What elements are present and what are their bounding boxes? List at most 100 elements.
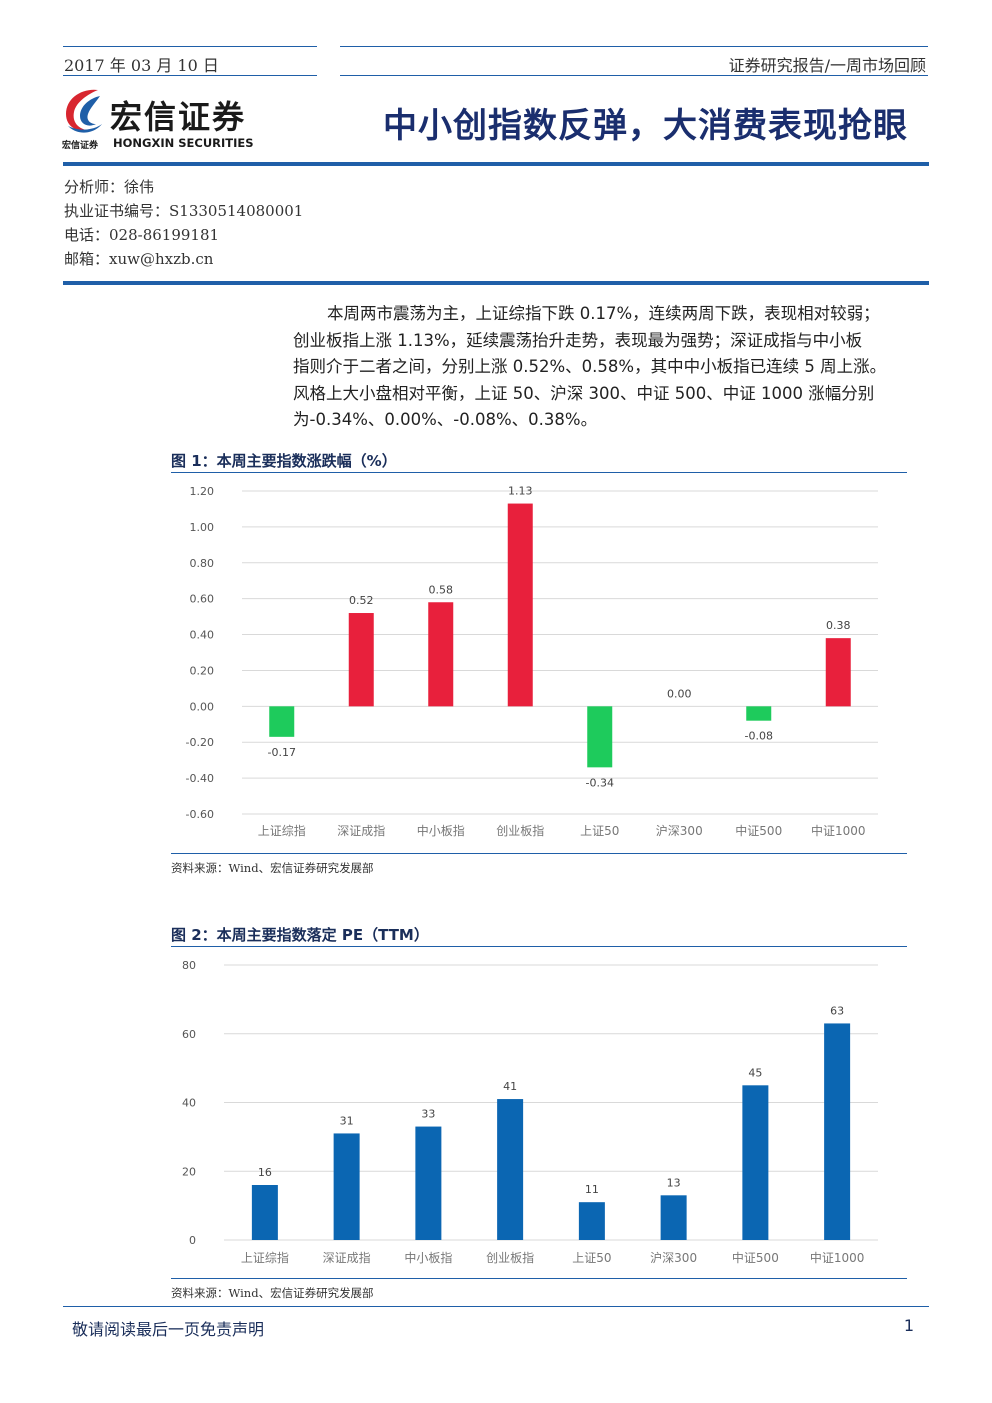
category-label: 中证500 [735,823,782,838]
data-label: 0.00 [667,687,692,700]
category-label: 沪深300 [650,1251,697,1265]
figure2-chart: 80 60 40 20 0 16 上证综指 31 深证成指 33 中小板指 41 创业板指 11 上证50 1… [182,959,878,1265]
category-label: 中证1000 [811,823,866,838]
header-rule-left-bottom [63,75,317,76]
report-type: 证券研究报告/一周市场回顾 [728,56,926,75]
figure1-title: 图 1：本周主要指数涨跌幅（%） [171,452,397,470]
figure1-source: 资料来源：Wind、宏信证券研究发展部 [171,861,374,875]
category-label: 创业板指 [486,1250,534,1265]
bar [824,1023,851,1240]
header-rule-left [63,46,317,47]
bar [251,1185,278,1240]
header-rule-right [340,46,928,47]
analyst-email: 邮箱：xuw@hxzb.cn [64,250,214,268]
data-label: 0.38 [826,619,851,632]
footer-rule [63,1306,929,1307]
y-tick-label: 0.20 [190,664,215,677]
data-label: 31 [340,1114,354,1127]
y-tick-label: -0.60 [186,808,214,821]
summary-line: 指则介于二者之间，分别上涨 0.52%、0.58%，其中中小板指已连续 5 周上… [293,357,887,376]
bar [269,706,295,737]
report-title: 中小创指数反弹，大消费表现抢眼 [383,106,908,146]
y-tick-label: 1.20 [190,485,215,498]
figure1-chart: 1.20 1.00 0.80 0.60 0.40 0.20 0.00 -0.20 -0.40 -0… [186,485,878,838]
data-label: 16 [258,1166,272,1179]
data-label: 0.58 [429,583,454,596]
category-label: 沪深300 [656,824,703,838]
analyst-divider [63,281,929,285]
analyst-license: 执业证书编号：S1330514080001 [64,202,304,220]
data-label: 11 [585,1183,599,1196]
y-tick-label: 20 [182,1165,196,1178]
data-label: 33 [421,1108,435,1121]
y-tick-label: 0.80 [190,557,215,570]
bar [333,1133,360,1240]
page-number: 1 [903,1316,914,1335]
data-label: 0.52 [349,594,374,607]
data-label: 45 [748,1066,762,1079]
y-tick-label: 0.00 [190,700,215,713]
summary-line: 本周两市震荡为主，上证综指下跌 0.17%，连续两周下跌，表现相对较弱； [327,304,880,323]
y-tick-label: -0.40 [186,772,214,785]
category-label: 上证50 [580,824,619,838]
y-tick-label: 40 [182,1097,196,1110]
category-label: 中证500 [732,1250,779,1265]
summary-paragraph: 本周两市震荡为主，上证综指下跌 0.17%，连续两周下跌，表现相对较弱； 创业板… [293,301,903,434]
figure1-bottom-rule [171,853,907,854]
bar [660,1195,687,1240]
bar [587,706,613,768]
y-tick-label: 0 [189,1234,196,1247]
company-name-small: 宏信证券 [62,141,99,151]
bar [507,503,533,707]
y-tick-label: 60 [182,1028,196,1041]
company-name-cn: 宏信证券 [110,98,247,136]
category-label: 中证1000 [810,1250,865,1265]
y-tick-label: 0.60 [190,593,215,606]
data-label: 41 [503,1080,517,1093]
figure2-top-rule [171,946,907,947]
bar [825,638,851,707]
y-tick-label: -0.20 [186,736,214,749]
category-label: 上证综指 [241,1250,289,1265]
data-label: 13 [667,1176,681,1189]
analyst-phone: 电话：028-86199181 [64,226,220,244]
data-label: -0.08 [745,730,773,743]
y-tick-label: 1.00 [190,521,215,534]
data-label: 63 [830,1004,844,1017]
report-date: 2017 年 03 月 10 日 [64,56,219,75]
category-label: 上证50 [572,1251,611,1265]
bar [742,1085,769,1240]
figure2-title: 图 2：本周主要指数落定 PE（TTM） [171,926,429,944]
category-label: 中小板指 [404,1250,452,1265]
data-label: -0.17 [268,746,296,759]
bar [578,1202,605,1240]
bar [497,1099,524,1240]
bar [415,1126,442,1240]
summary-line: 为-0.34%、0.00%、-0.08%、0.38%。 [293,410,598,429]
figure2-bottom-rule [171,1278,907,1279]
bar [746,706,772,721]
footer-disclaimer: 敬请阅读最后一页免责声明 [72,1320,265,1339]
category-label: 上证综指 [258,823,306,838]
company-logo: 宏信证券 宏信证券 HONGXIN SECURITIES [60,86,270,154]
summary-line: 风格上大小盘相对平衡，上证 50、沪深 300、中证 500、中证 1000 涨… [293,383,875,403]
header-rule-right-bottom [340,75,928,76]
category-label: 中小板指 [417,823,465,838]
figure2-source: 资料来源：Wind、宏信证券研究发展部 [171,1286,374,1300]
data-label: -0.34 [586,776,614,789]
figure1-top-rule [171,472,907,473]
bar [348,613,374,707]
bar [428,602,454,707]
analyst-name: 分析师：徐伟 [64,178,155,196]
logo-swirl-icon [66,89,102,133]
category-label: 深证成指 [337,823,385,838]
data-label: 1.13 [508,485,533,498]
category-label: 深证成指 [323,1250,371,1265]
y-tick-label: 80 [182,959,196,972]
category-label: 创业板指 [496,823,544,838]
title-divider [63,162,929,166]
y-tick-label: 0.40 [190,629,215,642]
summary-line: 创业板指上涨 1.13%，延续震荡抬升走势，表现最为强势；深证成指与中小板 [293,330,863,350]
analyst-info: 分析师：徐伟 执业证书编号：S1330514080001 电话：028-8619… [64,175,303,271]
company-name-en: HONGXIN SECURITIES [113,136,254,150]
